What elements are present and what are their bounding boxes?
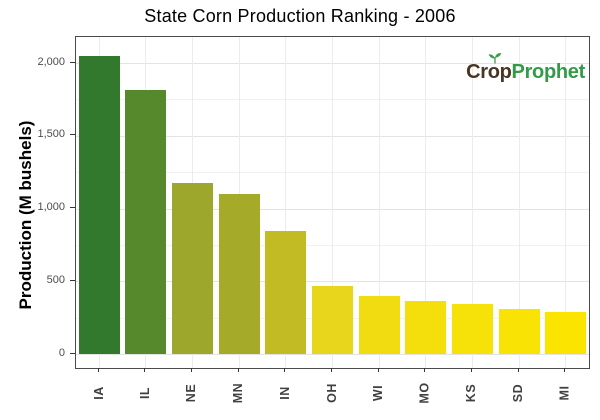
y-tick-label: 500: [46, 273, 65, 286]
x-tick-label-text: MN: [231, 382, 246, 404]
x-tick: [564, 368, 566, 372]
bar-mn: [218, 193, 260, 354]
y-tick-label: 2,000: [37, 55, 65, 68]
x-tick: [237, 368, 239, 372]
x-tick-label: NE: [177, 375, 207, 411]
x-tick: [470, 368, 472, 372]
bar-mi: [545, 312, 587, 354]
bar-mo: [405, 301, 447, 354]
x-tick-label-text: WI: [371, 384, 386, 402]
x-tick-label-text: IN: [277, 386, 292, 400]
x-tick: [331, 368, 332, 372]
x-tick-label: WI: [363, 375, 393, 411]
x-tick-label: MI: [550, 375, 580, 411]
x-tick-label-text: NE: [184, 383, 199, 403]
y-tick-label: 1,000: [37, 201, 65, 213]
x-tick-label-text: MI: [557, 385, 572, 401]
x-tick-label: SD: [503, 375, 533, 411]
category-gridline: [285, 37, 287, 368]
x-tick-label-text: IL: [137, 386, 152, 400]
category-gridline: [471, 37, 473, 368]
bar-wi: [358, 295, 400, 354]
x-tick: [284, 368, 286, 372]
x-tick-label-text: SD: [511, 383, 526, 403]
x-tick-label: KS: [456, 375, 486, 411]
y-tick: [70, 134, 75, 136]
x-tick-label: MO: [410, 375, 440, 411]
y-tick-label: 0: [58, 346, 65, 359]
x-axis: IA IL NE MN IN OH WI MO KS SD MI: [75, 368, 588, 420]
bar-oh: [312, 285, 353, 354]
cropprophet-logo: Crop Prophet: [466, 53, 586, 84]
x-tick: [517, 368, 519, 372]
y-tick: [70, 207, 75, 208]
x-tick: [97, 368, 99, 372]
category-gridline: [518, 37, 520, 368]
x-tick-label-text: IA: [91, 386, 106, 400]
category-gridline: [565, 37, 567, 368]
x-tick-label-text: MO: [417, 382, 432, 404]
x-tick-label: IN: [270, 375, 300, 411]
x-tick-label: OH: [317, 375, 347, 411]
category-gridline: [378, 37, 380, 368]
logo-text-prophet: Prophet: [511, 61, 586, 83]
x-tick: [424, 368, 426, 372]
x-tick: [191, 368, 193, 372]
logo-text-crop: Crop: [466, 53, 512, 83]
y-axis: 0 500 1,000 1,500 2,000: [0, 36, 75, 367]
bar-ia: [78, 55, 120, 354]
bar-ks: [451, 303, 493, 354]
bar-il: [125, 89, 167, 354]
chart-title: State Corn Production Ranking - 2006: [144, 6, 456, 26]
category-gridline: [332, 37, 333, 368]
bar-in: [265, 231, 307, 354]
category-gridline: [425, 37, 427, 368]
bar-sd: [498, 309, 540, 354]
y-tick: [70, 352, 75, 354]
x-tick-label: IA: [83, 375, 113, 411]
x-tick-label: MN: [223, 375, 253, 411]
y-tick-label: 1,500: [37, 128, 65, 141]
x-tick: [144, 368, 146, 372]
x-tick-label-text: KS: [464, 383, 479, 403]
y-tick: [70, 279, 75, 281]
x-tick-label: IL: [130, 375, 160, 411]
plot-area: Crop Prophet: [75, 36, 590, 369]
bar-ne: [172, 182, 214, 354]
x-tick-label-text: OH: [324, 383, 339, 403]
sprout-icon: [488, 53, 502, 64]
y-tick: [70, 61, 75, 63]
x-tick: [377, 368, 379, 372]
